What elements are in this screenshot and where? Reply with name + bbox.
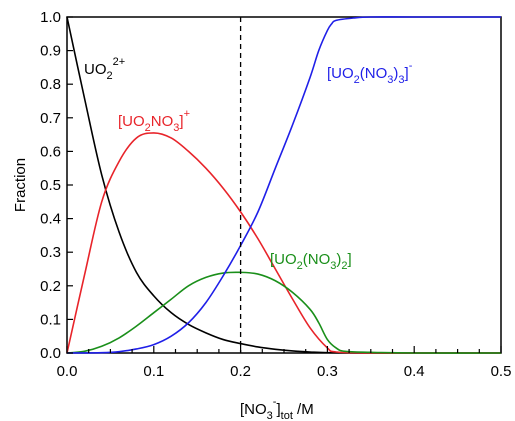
x-tick-label: 0.5: [491, 363, 512, 380]
y-tick-label: 0.4: [40, 211, 61, 228]
y-tick-label: 0.0: [40, 345, 61, 362]
plot-area: [66, 16, 502, 354]
y-tick-label: 0.6: [40, 143, 61, 160]
series-line-3: [66, 16, 501, 354]
series-group: [66, 16, 502, 354]
y-axis-title: Fraction: [12, 158, 29, 212]
y-tick-label: 1.0: [40, 9, 61, 26]
axis-ticks: 0.0 0.1 0.2 0.3 0.4 0.5 0.6 0.7 0.8 0.9 1.0 0.0 0.1 0…: [40, 9, 511, 380]
series-line-0: [66, 16, 501, 354]
x-tick-label: 0.3: [317, 363, 338, 380]
y-tick-label: 0.5: [40, 177, 61, 194]
y-tick-label: 0.2: [40, 278, 61, 295]
y-tick-label: 0.3: [40, 244, 61, 261]
x-tick-label: 0.2: [230, 363, 251, 380]
series-line-1: [66, 132, 501, 354]
y-tick-label: 0.9: [40, 43, 61, 60]
x-tick-label: 0.4: [404, 363, 425, 380]
x-axis-title: [NO3-]tot /M: [240, 396, 314, 421]
y-tick-label: 0.1: [40, 311, 61, 328]
y-tick-label: 0.7: [40, 110, 61, 127]
x-tick-label: 0.0: [57, 363, 78, 380]
y-tick-label: 0.8: [40, 76, 61, 93]
series-line-2: [66, 271, 502, 354]
x-tick-label: 0.1: [143, 363, 164, 380]
